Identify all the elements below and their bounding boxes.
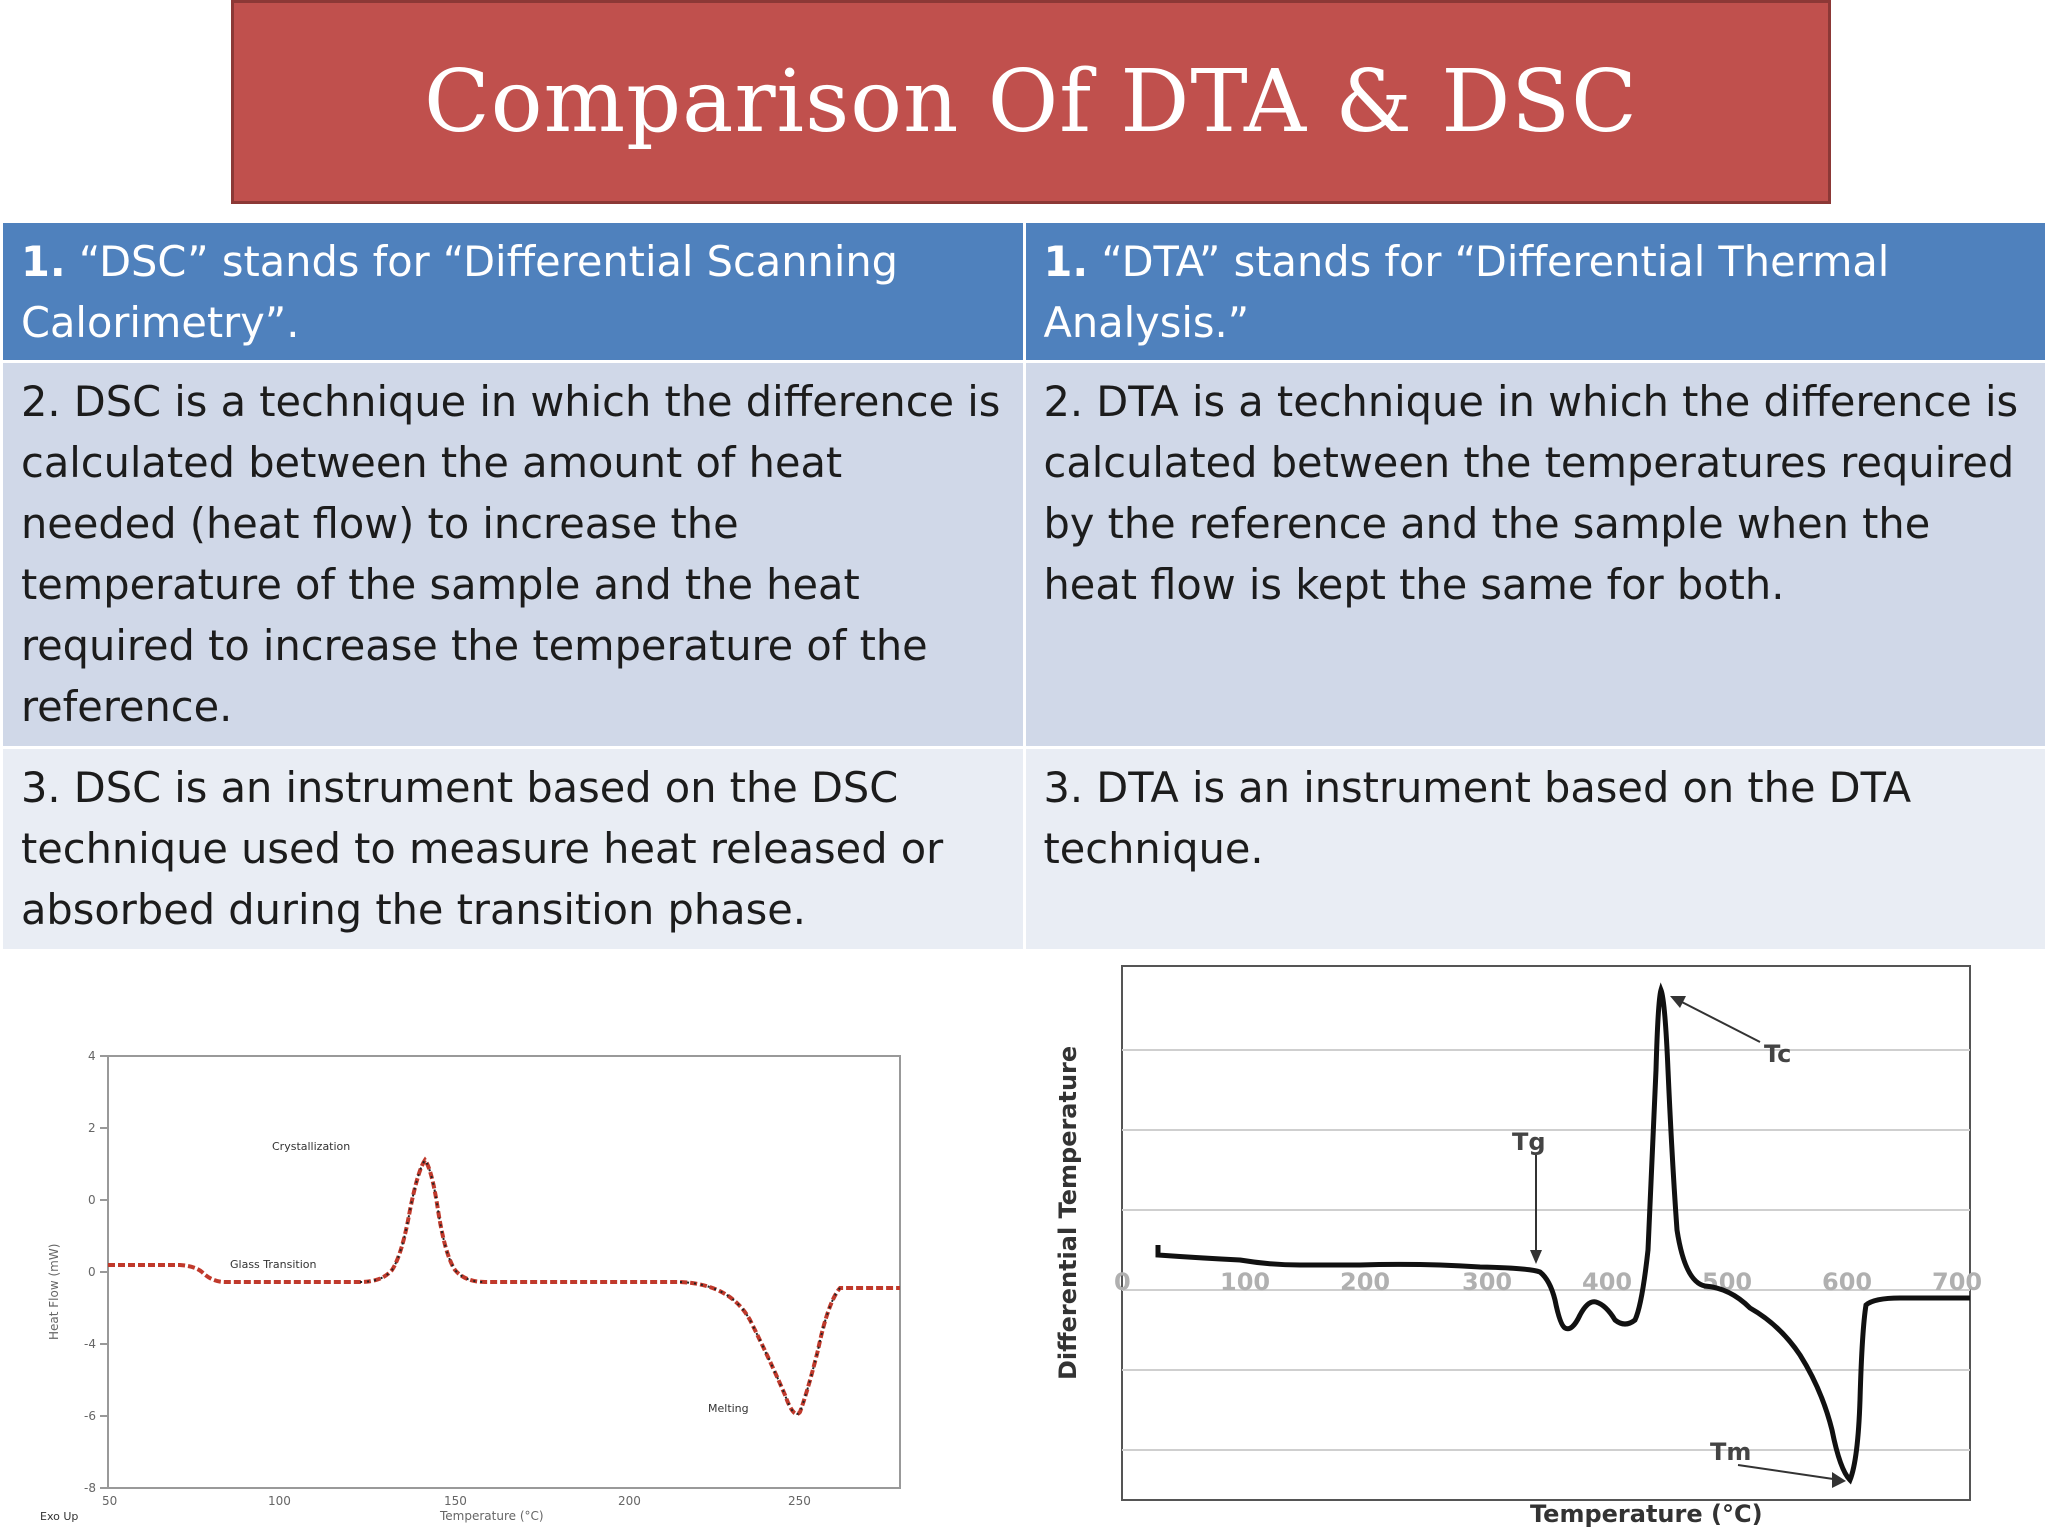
dsc-cell: 2. DSC is a technique in which the diffe…: [3, 363, 1023, 746]
dsc-text: “DSC” stands for “Differential Scanning …: [21, 237, 898, 347]
dta-text: 3. DTA is an instrument based on the DTA…: [1043, 763, 1912, 873]
dsc-y-tick: -6: [84, 1409, 96, 1423]
dsc-corner-note: Exo Up: [40, 1510, 78, 1523]
dsc-text: 3. DSC is an instrument based on the DSC…: [21, 763, 944, 934]
dta-tc-label: Tc: [1764, 1040, 1791, 1068]
table-row: 2. DSC is a technique in which the diffe…: [3, 363, 2045, 746]
table-row: 1. “DSC” stands for “Differential Scanni…: [3, 223, 2045, 360]
dsc-x-tick: 50: [102, 1494, 117, 1508]
table-row: 3. DSC is an instrument based on the DSC…: [3, 749, 2045, 949]
row-number: 1.: [21, 237, 66, 286]
dta-x-tick: 300: [1462, 1268, 1512, 1296]
dsc-y-tick: 4: [88, 1049, 96, 1063]
dsc-x-tick: 150: [444, 1494, 467, 1508]
dta-x-tick: 100: [1220, 1268, 1270, 1296]
comparison-table: 1. “DSC” stands for “Differential Scanni…: [0, 220, 2048, 952]
dsc-x-ticks: 50 100 150 200 250: [102, 1494, 811, 1508]
dsc-text: 2. DSC is a technique in which the diffe…: [21, 377, 1001, 731]
dsc-y-tick: -4: [84, 1337, 96, 1351]
dta-thermogram-image: 0 100 200 300 400 500 600 700 Temperatur…: [1040, 960, 2040, 1536]
dta-y-label: Differential Temperature: [1054, 1046, 1082, 1380]
dsc-y-tick: 2: [88, 1121, 96, 1135]
dta-curve: [1155, 982, 1970, 1485]
row-number: 1.: [1043, 237, 1089, 286]
dsc-cell: 1. “DSC” stands for “Differential Scanni…: [3, 223, 1023, 360]
dsc-x-label: Temperature (°C): [439, 1509, 544, 1523]
dsc-crystallization-label: Crystallization: [272, 1140, 350, 1153]
dsc-y-tick: -8: [84, 1481, 96, 1495]
dsc-x-tick: 100: [268, 1494, 291, 1508]
dta-tg-label: Tg: [1512, 1128, 1546, 1156]
dsc-cell: 3. DSC is an instrument based on the DSC…: [3, 749, 1023, 949]
dsc-melting-label: Melting: [708, 1402, 749, 1415]
dsc-graph-svg: 4 2 0 0 -4 -6 -8 50 100 150 200 250 Temp…: [40, 1049, 901, 1523]
dta-tm-marker: Tm: [1710, 1438, 1846, 1488]
dta-tm-label: Tm: [1710, 1438, 1751, 1466]
dta-x-label: Temperature (°C): [1530, 1500, 1763, 1528]
dta-tg-marker: Tg: [1512, 1128, 1546, 1264]
dsc-x-tick: 250: [788, 1494, 811, 1508]
dta-x-tick: 0: [1114, 1268, 1131, 1296]
dta-text: “DTA” stands for “Differential Thermal A…: [1043, 237, 1890, 347]
dsc-y-ticks: 4 2 0 0 -4 -6 -8: [84, 1049, 108, 1495]
dsc-plot-frame: [107, 1055, 901, 1489]
dta-x-tick: 400: [1582, 1268, 1632, 1296]
dta-x-tick: 700: [1932, 1268, 1982, 1296]
dsc-y-label: Heat Flow (mW): [47, 1244, 61, 1340]
dta-tc-marker: Tc: [1670, 996, 1791, 1068]
dsc-y-tick: 0: [88, 1265, 96, 1279]
dsc-y-tick: 0: [88, 1193, 96, 1207]
dta-graph-svg: 0 100 200 300 400 500 600 700 Temperatur…: [1054, 965, 1982, 1528]
dta-x-ticks: 0 100 200 300 400 500 600 700: [1114, 1268, 1982, 1296]
dta-plot-frame: [1121, 965, 1971, 1501]
dsc-thermogram-image: 4 2 0 0 -4 -6 -8 50 100 150 200 250 Temp…: [40, 1030, 920, 1530]
dta-gridlines: [1122, 1049, 1970, 1451]
dta-x-tick: 600: [1822, 1268, 1872, 1296]
dta-cell: 3. DTA is an instrument based on the DTA…: [1025, 749, 2045, 949]
dsc-glass-transition-label: Glass Transition: [230, 1258, 317, 1271]
dta-cell: 2. DTA is a technique in which the diffe…: [1025, 363, 2045, 746]
dta-cell: 1. “DTA” stands for “Differential Therma…: [1025, 223, 2045, 360]
dta-text: 2. DTA is a technique in which the diffe…: [1043, 377, 2019, 609]
slide-title: Comparison Of DTA & DSC: [424, 52, 1638, 152]
dta-x-tick: 200: [1340, 1268, 1390, 1296]
dsc-x-tick: 200: [618, 1494, 641, 1508]
title-banner: Comparison Of DTA & DSC: [231, 0, 1831, 204]
